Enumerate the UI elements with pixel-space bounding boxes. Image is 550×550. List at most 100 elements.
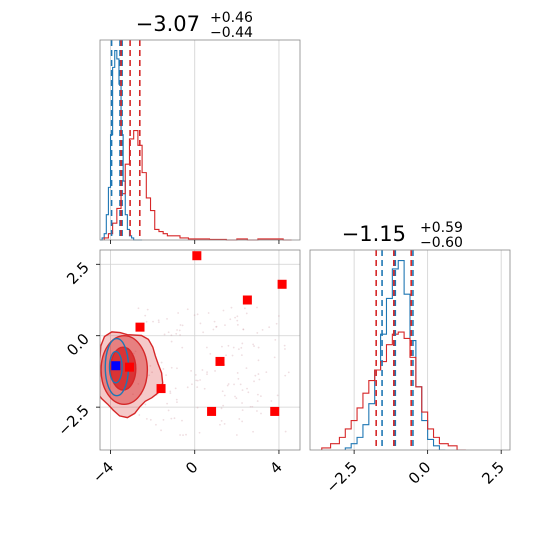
joint-y-tick-label: 0.0 (63, 330, 93, 360)
background-sample (151, 371, 153, 374)
background-sample (167, 409, 170, 412)
background-sample (231, 354, 234, 357)
background-sample (274, 339, 277, 341)
y-marginal-frame (309, 249, 511, 451)
background-sample (260, 412, 262, 415)
background-sample (132, 352, 135, 355)
background-sample (236, 372, 239, 374)
background-sample (257, 373, 260, 375)
background-sample (235, 397, 238, 400)
background-sample (232, 346, 235, 349)
background-sample (162, 368, 165, 370)
red-square-marker (215, 356, 225, 366)
red-square-marker (242, 295, 252, 305)
background-sample (160, 429, 162, 432)
background-sample (170, 366, 173, 369)
background-sample (252, 343, 255, 346)
background-sample (196, 406, 199, 409)
background-sample (253, 380, 255, 383)
background-sample (254, 374, 257, 377)
red-square-marker (270, 406, 280, 416)
background-sample (273, 356, 276, 359)
background-sample (206, 371, 208, 374)
background-sample (215, 325, 218, 328)
background-sample (179, 434, 181, 436)
background-sample (235, 434, 238, 436)
joint-ticks: −4 0 4 2.5 0.0 −2.5 (54, 258, 285, 486)
background-sample (148, 374, 151, 377)
background-sample (251, 405, 254, 408)
background-sample (239, 383, 242, 386)
background-sample (196, 386, 199, 388)
red-square-marker (277, 279, 287, 289)
background-sample (174, 387, 177, 390)
background-sample (190, 369, 193, 372)
background-sample (144, 403, 147, 406)
joint-contours (100, 331, 164, 419)
background-sample (229, 318, 232, 321)
background-sample (259, 395, 262, 398)
x-marginal-title-main: −3.07 (136, 12, 200, 36)
joint-contour-blue-inner (108, 350, 123, 384)
background-sample (215, 325, 218, 328)
background-sample (249, 405, 252, 408)
joint-x-tick-label: 0 (182, 458, 201, 477)
background-sample (145, 320, 148, 323)
x-marginal-quantile-lines (110, 40, 141, 240)
background-sample (176, 367, 178, 370)
red-square-marker (124, 362, 134, 372)
background-sample (220, 407, 223, 410)
x-marginal-panel: −3.07 +0.46 −0.44 (99, 10, 301, 244)
x-marginal-title-sub: −0.44 (210, 25, 253, 41)
x-marginal-series (100, 49, 292, 241)
background-sample (181, 346, 184, 349)
background-sample (214, 370, 216, 372)
background-sample (221, 390, 224, 393)
background-sample (182, 434, 184, 437)
background-sample (155, 423, 157, 426)
background-sample (181, 419, 183, 422)
background-sample (245, 367, 248, 370)
background-sample (268, 326, 271, 329)
background-sample (261, 328, 264, 331)
joint-panel: −4 0 4 2.5 0.0 −2.5 (54, 249, 301, 486)
background-sample (257, 359, 260, 362)
x-marginal-red-histogram (103, 129, 292, 241)
background-sample (186, 308, 189, 311)
x-marginal-frame (99, 39, 301, 241)
background-sample (236, 319, 239, 322)
blue-square-marker (111, 361, 121, 371)
y-marginal-ticks: −2.5 0.0 2.5 (322, 450, 508, 497)
background-sample (246, 387, 248, 390)
background-sample (234, 395, 236, 398)
background-sample (206, 373, 208, 376)
background-sample (198, 431, 201, 434)
background-sample (256, 393, 259, 396)
background-sample (202, 331, 205, 334)
background-sample (169, 390, 172, 393)
background-sample (169, 392, 172, 395)
y-marginal-quantile-lines (375, 250, 414, 450)
background-sample (146, 308, 149, 311)
y-marginal-blue-histogram (344, 259, 446, 450)
background-sample (179, 334, 181, 336)
background-sample (230, 306, 233, 309)
background-sample (225, 354, 227, 357)
y-marginal-title-sub: −0.60 (420, 235, 463, 251)
background-sample (265, 371, 268, 374)
background-sample (253, 345, 255, 347)
background-sample (166, 402, 169, 405)
background-sample (227, 383, 230, 385)
background-sample (178, 329, 181, 332)
background-sample (276, 394, 279, 397)
background-sample (252, 430, 254, 433)
y-marginal-x-tick-label: −2.5 (322, 458, 360, 496)
joint-x-tick-label: −4 (89, 458, 117, 486)
background-sample (277, 315, 280, 317)
background-sample (137, 307, 140, 310)
red-square-marker (156, 384, 166, 394)
background-sample (247, 391, 250, 394)
joint-y-tick-label: 2.5 (63, 258, 93, 288)
background-sample (242, 328, 245, 331)
background-sample (185, 433, 187, 436)
